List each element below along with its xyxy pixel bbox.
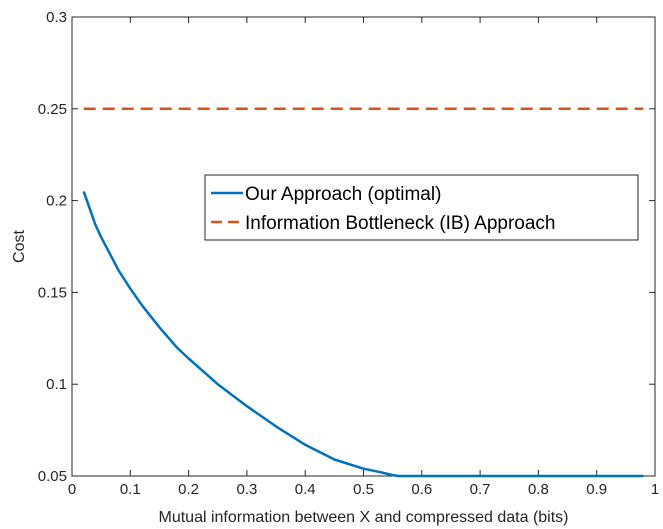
x-tick-label: 0.7	[470, 481, 491, 498]
x-tick-label: 1	[651, 481, 659, 498]
legend-entry-our-approach: Our Approach (optimal)	[245, 184, 441, 205]
axes-box	[71, 16, 656, 477]
x-tick-label: 0.8	[528, 481, 549, 498]
x-axis-label: Mutual information between X and compres…	[159, 509, 569, 526]
y-axis-ticks: 0.05 0.1 0.15 0.2 0.25 0.3	[38, 9, 655, 485]
legend-box	[204, 174, 639, 241]
x-axis-ticks: 0 0.1 0.2 0.3 0.4 0.5 0.6 0.7 0.8 0.9 1	[68, 17, 659, 498]
y-tick-label: 0.25	[38, 101, 67, 118]
series-layer	[82, 107, 644, 478]
x-tick-label: 0.6	[411, 481, 432, 498]
y-tick-label: 0.15	[38, 284, 67, 301]
y-tick-label: 0.1	[46, 376, 67, 393]
y-tick-label: 0.2	[46, 193, 67, 210]
legend: Our Approach (optimal) Information Bottl…	[204, 174, 639, 241]
x-tick-label: 0.9	[586, 481, 607, 498]
y-tick-label: 0.3	[46, 9, 67, 26]
legend-entry-ib-approach: Information Bottleneck (IB) Approach	[245, 213, 556, 234]
x-tick-label: 0	[68, 481, 76, 498]
plot-area-frame	[71, 16, 656, 477]
y-axis-label: Cost	[11, 230, 28, 263]
y-tick-label: 0.05	[38, 468, 67, 485]
x-tick-label: 0.4	[295, 481, 316, 498]
x-tick-label: 0.2	[178, 481, 199, 498]
series-line-our-approach	[82, 190, 644, 478]
x-tick-label: 0.3	[236, 481, 257, 498]
x-tick-label: 0.5	[353, 481, 374, 498]
x-tick-label: 0.1	[120, 481, 141, 498]
